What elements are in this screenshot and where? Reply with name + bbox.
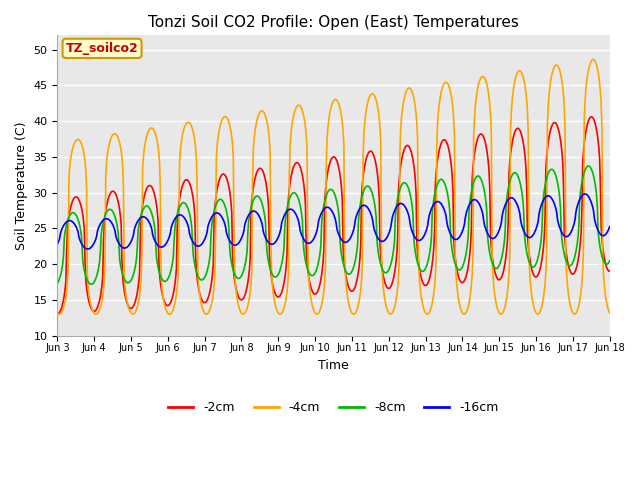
-8cm <box>606 258 614 264</box>
-16cm <box>177 212 185 218</box>
Line: -8cm: -8cm <box>58 166 610 284</box>
-16cm <box>207 217 214 223</box>
Line: -16cm: -16cm <box>58 194 610 249</box>
-4cm <box>54 310 61 316</box>
-8cm <box>584 163 592 169</box>
-4cm <box>401 91 409 97</box>
-2cm <box>588 114 595 120</box>
-8cm <box>54 280 61 286</box>
-4cm <box>120 273 128 278</box>
-16cm <box>401 204 409 210</box>
-4cm <box>418 295 426 301</box>
Line: -4cm: -4cm <box>58 60 610 314</box>
Text: TZ_soilco2: TZ_soilco2 <box>66 42 138 55</box>
-16cm <box>121 245 129 251</box>
-4cm <box>589 57 597 62</box>
-8cm <box>63 218 71 224</box>
Title: Tonzi Soil CO2 Profile: Open (East) Temperatures: Tonzi Soil CO2 Profile: Open (East) Temp… <box>148 15 519 30</box>
Legend: -2cm, -4cm, -8cm, -16cm: -2cm, -4cm, -8cm, -16cm <box>163 396 504 419</box>
X-axis label: Time: Time <box>318 359 349 372</box>
-8cm <box>87 281 95 287</box>
-4cm <box>203 312 211 317</box>
-8cm <box>121 277 129 283</box>
-8cm <box>177 202 185 207</box>
-16cm <box>418 237 426 242</box>
-16cm <box>606 224 614 229</box>
-2cm <box>606 268 614 274</box>
-8cm <box>401 180 409 186</box>
-2cm <box>417 273 424 278</box>
-2cm <box>54 312 61 317</box>
-4cm <box>207 306 214 312</box>
-2cm <box>401 146 408 152</box>
-16cm <box>83 246 91 252</box>
-2cm <box>205 290 213 296</box>
-16cm <box>581 191 589 197</box>
-4cm <box>63 280 71 286</box>
-16cm <box>54 241 61 247</box>
Line: -2cm: -2cm <box>58 117 610 314</box>
-8cm <box>418 268 426 274</box>
-4cm <box>177 148 184 154</box>
-16cm <box>63 218 71 224</box>
-2cm <box>120 288 128 293</box>
-8cm <box>207 251 214 256</box>
-2cm <box>177 192 184 198</box>
-2cm <box>63 227 71 233</box>
-4cm <box>606 310 614 315</box>
Y-axis label: Soil Temperature (C): Soil Temperature (C) <box>15 121 28 250</box>
